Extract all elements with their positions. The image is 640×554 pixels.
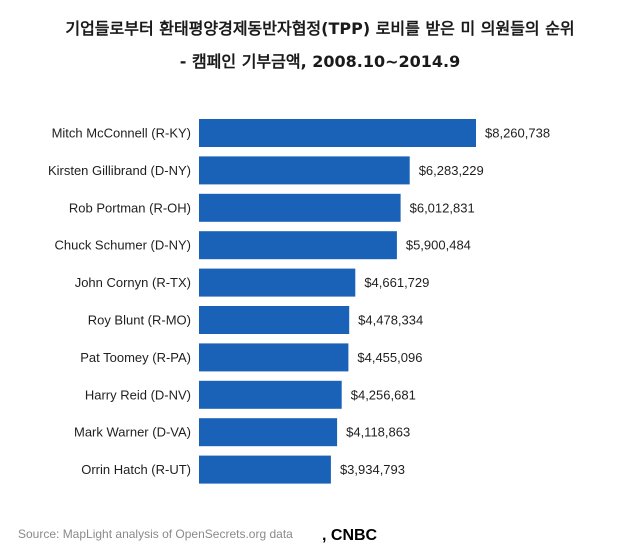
- category-label: Chuck Schumer (D-NY): [54, 238, 191, 253]
- bar: [199, 156, 410, 185]
- category-label: Kirsten Gillibrand (D-NY): [48, 163, 191, 178]
- value-label: $4,661,729: [364, 275, 429, 290]
- bar: [199, 380, 342, 409]
- bar: [199, 231, 397, 260]
- value-label: $4,478,334: [358, 313, 423, 328]
- credit-label: , CNBC: [322, 527, 378, 544]
- bar: [199, 193, 401, 222]
- value-label: $8,260,738: [485, 126, 550, 141]
- value-label: $4,118,863: [346, 425, 410, 440]
- source-note: Source: MapLight analysis of OpenSecrets…: [18, 527, 293, 541]
- value-label: $3,934,793: [340, 462, 405, 477]
- category-label: Orrin Hatch (R-UT): [81, 462, 191, 477]
- category-label: Harry Reid (D-NV): [85, 387, 191, 402]
- category-label: Roy Blunt (R-MO): [88, 313, 191, 328]
- category-label: Rob Portman (R-OH): [69, 200, 191, 215]
- category-label: Pat Toomey (R-PA): [80, 350, 191, 365]
- value-label: $5,900,484: [406, 238, 471, 253]
- chart-title-line1: 기업들로부터 환태평양경제동반자협정(TPP) 로비를 받은 미 의원들의 순위: [65, 19, 574, 38]
- value-label: $6,283,229: [419, 163, 484, 178]
- category-label: Mark Warner (D-VA): [74, 425, 191, 440]
- bar: [199, 418, 338, 447]
- bars-group: Mitch McConnell (R-KY) $8,260,738 Kirsten …: [48, 119, 550, 484]
- value-label: $6,012,831: [410, 200, 475, 215]
- bar: [199, 268, 356, 297]
- category-label: John Cornyn (R-TX): [75, 275, 191, 290]
- bar: [199, 306, 350, 334]
- bar: [199, 119, 476, 147]
- bar: [199, 343, 349, 372]
- chart-title-line2: - 캠페인 기부금액, 2008.10~2014.9: [180, 52, 461, 71]
- category-label: Mitch McConnell (R-KY): [52, 126, 191, 141]
- value-label: $4,455,096: [357, 350, 422, 365]
- bar: [199, 455, 331, 484]
- value-label: $4,256,681: [351, 387, 416, 402]
